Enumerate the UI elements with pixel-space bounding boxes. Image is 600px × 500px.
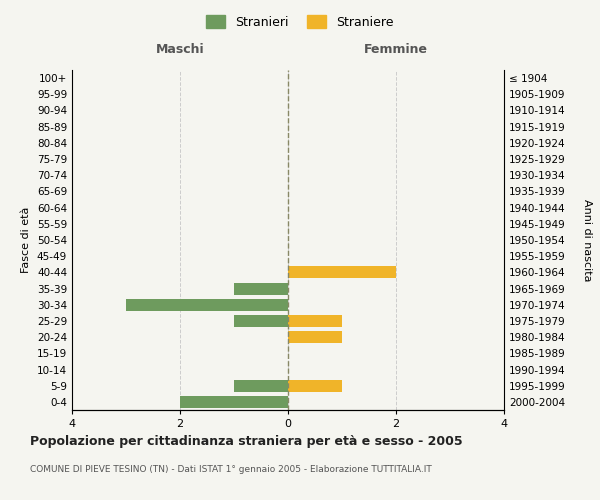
Text: COMUNE DI PIEVE TESINO (TN) - Dati ISTAT 1° gennaio 2005 - Elaborazione TUTTITAL: COMUNE DI PIEVE TESINO (TN) - Dati ISTAT…: [30, 465, 432, 474]
Legend: Stranieri, Straniere: Stranieri, Straniere: [203, 11, 397, 32]
Text: Maschi: Maschi: [155, 44, 205, 57]
Text: Femmine: Femmine: [364, 44, 428, 57]
Bar: [288, 380, 342, 392]
Bar: [288, 266, 396, 278]
Bar: [288, 331, 342, 343]
Text: Popolazione per cittadinanza straniera per età e sesso - 2005: Popolazione per cittadinanza straniera p…: [30, 435, 463, 448]
Bar: [126, 298, 288, 311]
Bar: [234, 282, 288, 294]
Bar: [288, 315, 342, 327]
Y-axis label: Anni di nascita: Anni di nascita: [582, 198, 592, 281]
Bar: [234, 380, 288, 392]
Bar: [234, 315, 288, 327]
Y-axis label: Fasce di età: Fasce di età: [22, 207, 31, 273]
Bar: [180, 396, 288, 408]
